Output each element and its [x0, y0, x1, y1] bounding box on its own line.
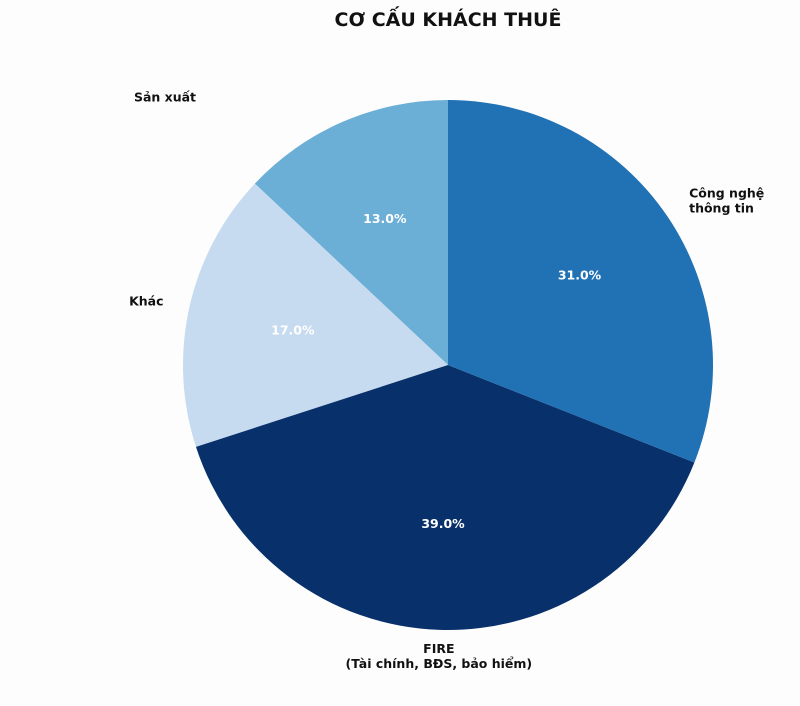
slice-percent-label: 17.0% — [271, 322, 315, 337]
slice-percent-label: 39.0% — [421, 516, 465, 531]
pie-labels: 13.0% Sản xuất 17.0% Khác 39.0% FIRE (Tài chín… — [129, 89, 764, 670]
pie-slice — [254, 100, 448, 365]
slice-percent-label: 13.0% — [363, 211, 407, 226]
slice-category-label: Công nghệ thông tin — [689, 186, 764, 216]
slice-category-label: FIRE (Tài chính, BĐS, bảo hiểm) — [346, 641, 533, 671]
slice-category-label: Khác — [129, 293, 163, 308]
pie-slice — [448, 100, 713, 463]
chart-title: CƠ CẤU KHÁCH THUÊ — [335, 5, 562, 31]
slice-percent-label: 31.0% — [558, 268, 602, 283]
slice-category-label: Sản xuất — [134, 89, 196, 104]
pie-slices — [183, 100, 713, 630]
pie-slice — [195, 365, 695, 630]
pie-slice — [183, 183, 448, 447]
